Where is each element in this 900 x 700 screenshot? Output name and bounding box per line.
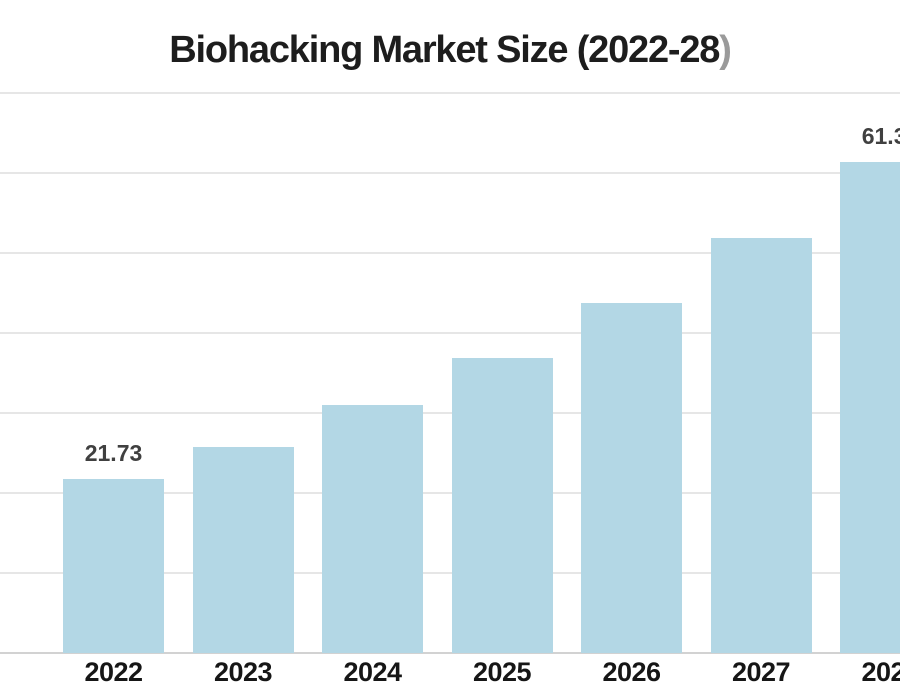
x-axis-label-2026: 2026 — [602, 657, 661, 687]
plot-area: 21.73 61.34 — [0, 92, 900, 654]
bar-2023 — [192, 446, 294, 653]
value-label-2028: 61.34 — [861, 123, 900, 150]
gridline — [0, 572, 900, 574]
gridline — [0, 492, 900, 494]
x-axis-label-2024: 2024 — [343, 657, 402, 687]
x-axis-label-2022: 2022 — [84, 657, 143, 687]
chart-title-closing-paren: ) — [719, 29, 732, 71]
bar-2028 — [840, 162, 900, 653]
bar-2022 — [63, 479, 164, 653]
x-axis-label-2028: 2028 — [861, 657, 900, 687]
chart-title-text: Biohacking Market Size (2022-28 — [169, 29, 720, 71]
bar-2025 — [451, 357, 553, 653]
bar-2027 — [710, 237, 812, 653]
gridline — [0, 92, 900, 94]
gridline — [0, 412, 900, 414]
x-axis-label-2027: 2027 — [731, 657, 791, 687]
bar-2024 — [322, 405, 423, 653]
bar-2026 — [581, 303, 682, 653]
x-axis-line — [0, 652, 900, 654]
gridline — [0, 172, 900, 174]
gridline — [0, 332, 900, 334]
x-axis-label-2023: 2023 — [213, 657, 273, 687]
x-axis-label-2025: 2025 — [472, 657, 532, 687]
chart-title: Biohacking Market Size (2022-28) — [0, 28, 900, 72]
value-label-2022: 21.73 — [84, 440, 143, 467]
gridline — [0, 252, 900, 254]
